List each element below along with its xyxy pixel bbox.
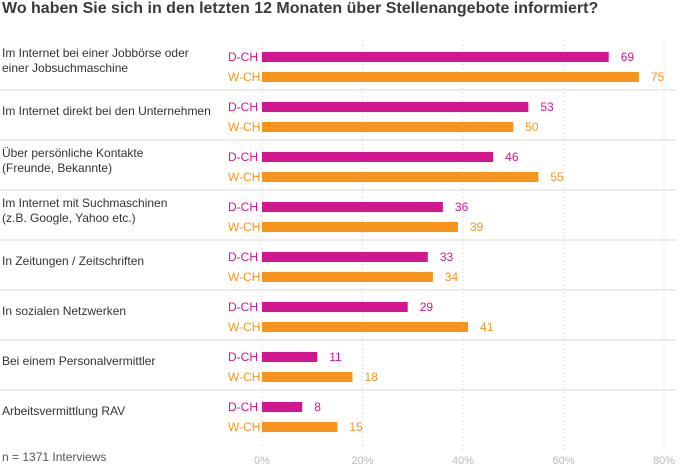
x-tick-label-3: 60% xyxy=(552,455,574,465)
value-label-d-ch-1: 53 xyxy=(540,100,554,114)
category-label-line: (z.B. Google, Yahoo etc.) xyxy=(2,211,136,225)
category-label-1: Im Internet direkt bei den Unternehmen xyxy=(2,104,211,118)
value-label-w-ch-4: 34 xyxy=(445,270,459,284)
value-label-d-ch-3: 36 xyxy=(455,200,469,214)
bar-w-ch-1 xyxy=(262,122,514,132)
value-label-w-ch-2: 55 xyxy=(550,170,564,184)
bar-w-ch-4 xyxy=(262,272,433,282)
bar-w-ch-7 xyxy=(262,422,338,432)
category-label-line: Bei einem Personalvermittler xyxy=(2,354,155,368)
category-label-line: Im Internet mit Suchmaschinen xyxy=(2,196,167,210)
series-label-w-ch: W-CH xyxy=(228,320,260,334)
bar-d-ch-5 xyxy=(262,302,408,312)
category-label-3: Im Internet mit Suchmaschinen (z.B. Googl… xyxy=(2,196,167,225)
x-tick-label-2: 40% xyxy=(452,455,474,465)
chart-title: Wo haben Sie sich in den letzten 12 Mona… xyxy=(2,0,599,17)
series-label-d-ch: D-CH xyxy=(228,150,258,164)
bar-w-ch-0 xyxy=(262,72,639,82)
series-label-w-ch: W-CH xyxy=(228,120,260,134)
value-label-d-ch-4: 33 xyxy=(440,250,454,264)
bar-w-ch-2 xyxy=(262,172,539,182)
bar-d-ch-4 xyxy=(262,252,428,262)
chart-footnote: n = 1371 Interviews xyxy=(2,450,107,464)
x-tick-label-1: 20% xyxy=(351,455,373,465)
bar-d-ch-0 xyxy=(262,52,609,62)
series-label-d-ch: D-CH xyxy=(228,350,258,364)
value-label-w-ch-7: 15 xyxy=(349,420,363,434)
category-label-line: Über persönliche Kontakte xyxy=(2,146,144,160)
series-label-d-ch: D-CH xyxy=(228,200,258,214)
value-label-d-ch-0: 69 xyxy=(621,50,635,64)
value-label-w-ch-5: 41 xyxy=(480,320,494,334)
category-label-line: einer Jobsuchmaschine xyxy=(2,61,128,75)
series-label-d-ch: D-CH xyxy=(228,100,258,114)
bar-w-ch-5 xyxy=(262,322,469,332)
category-label-0: Im Internet bei einer Jobbörse oder einer… xyxy=(2,46,189,75)
bar-d-ch-3 xyxy=(262,202,443,212)
series-label-d-ch: D-CH xyxy=(228,50,258,64)
bar-d-ch-6 xyxy=(262,352,318,362)
value-label-w-ch-6: 18 xyxy=(364,370,378,384)
series-label-d-ch: D-CH xyxy=(228,300,258,314)
series-label-w-ch: W-CH xyxy=(228,220,260,234)
value-label-d-ch-5: 29 xyxy=(420,300,434,314)
series-label-w-ch: W-CH xyxy=(228,420,260,434)
value-label-d-ch-7: 8 xyxy=(314,400,321,414)
bar-d-ch-1 xyxy=(262,102,529,112)
series-label-w-ch: W-CH xyxy=(228,270,260,284)
value-label-w-ch-3: 39 xyxy=(470,220,484,234)
value-label-w-ch-1: 50 xyxy=(525,120,539,134)
category-label-line: Im Internet bei einer Jobbörse oder xyxy=(2,46,189,60)
category-label-line: (Freunde, Bekannte) xyxy=(2,161,112,175)
category-label-line: Arbeitsvermittlung RAV xyxy=(2,404,125,418)
category-label-5: In sozialen Netzwerken xyxy=(2,304,126,318)
x-tick-label-4: 80% xyxy=(653,455,675,465)
category-label-line: Im Internet direkt bei den Unternehmen xyxy=(2,104,211,118)
category-label-2: Über persönliche Kontakte (Freunde, Bekan… xyxy=(2,146,144,175)
bar-w-ch-6 xyxy=(262,372,353,382)
bar-w-ch-3 xyxy=(262,222,458,232)
bar-d-ch-2 xyxy=(262,152,494,162)
series-label-d-ch: D-CH xyxy=(228,400,258,414)
category-label-7: Arbeitsvermittlung RAV xyxy=(2,404,125,418)
bar-d-ch-7 xyxy=(262,402,303,412)
category-label-6: Bei einem Personalvermittler xyxy=(2,354,155,368)
value-label-d-ch-6: 11 xyxy=(329,350,342,364)
series-label-w-ch: W-CH xyxy=(228,170,260,184)
value-label-w-ch-0: 75 xyxy=(651,70,665,84)
series-label-w-ch: W-CH xyxy=(228,70,260,84)
category-label-line: In Zeitungen / Zeitschriften xyxy=(2,254,144,268)
x-tick-label-0: 0% xyxy=(254,455,270,465)
category-label-line: In sozialen Netzwerken xyxy=(2,304,126,318)
value-label-d-ch-2: 46 xyxy=(505,150,519,164)
category-label-4: In Zeitungen / Zeitschriften xyxy=(2,254,144,268)
series-label-d-ch: D-CH xyxy=(228,250,258,264)
series-label-w-ch: W-CH xyxy=(228,370,260,384)
